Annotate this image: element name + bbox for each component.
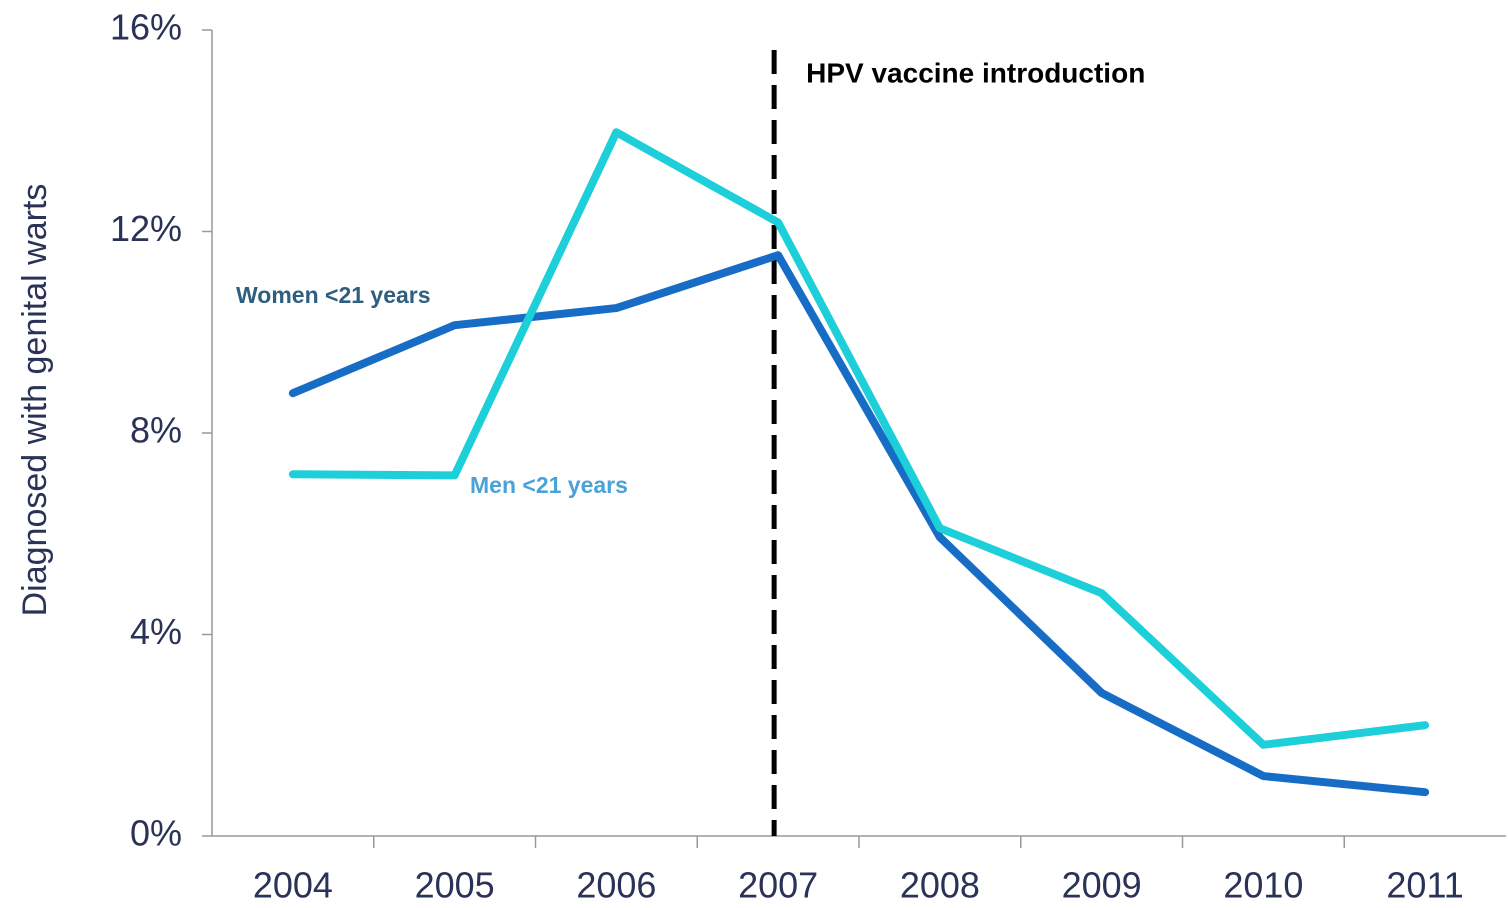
series-label: Women <21 years: [236, 282, 431, 308]
y-tick-label: 12%: [110, 208, 182, 249]
x-tick-label: 2010: [1223, 865, 1303, 906]
x-tick-label: 2004: [253, 865, 333, 906]
x-tick-label: 2009: [1062, 865, 1142, 906]
x-tick-label: 2007: [738, 865, 818, 906]
annotation: HPV vaccine introduction: [806, 57, 1145, 88]
y-axis-label: Diagnosed with genital warts: [16, 184, 54, 617]
x-tick-label: 2011: [1386, 865, 1463, 906]
series-line: [288, 251, 1430, 797]
y-tick-label: 4%: [130, 611, 182, 652]
y-tick-label: 16%: [110, 7, 182, 48]
y-tick-label: 0%: [130, 813, 182, 854]
series-label: Men <21 years: [470, 472, 628, 498]
x-tick-label: 2005: [415, 865, 495, 906]
x-tick-label: 2006: [576, 865, 656, 906]
x-tick-label: 2008: [900, 865, 980, 906]
series-line: [288, 128, 1430, 749]
y-tick-label: 8%: [130, 410, 182, 451]
